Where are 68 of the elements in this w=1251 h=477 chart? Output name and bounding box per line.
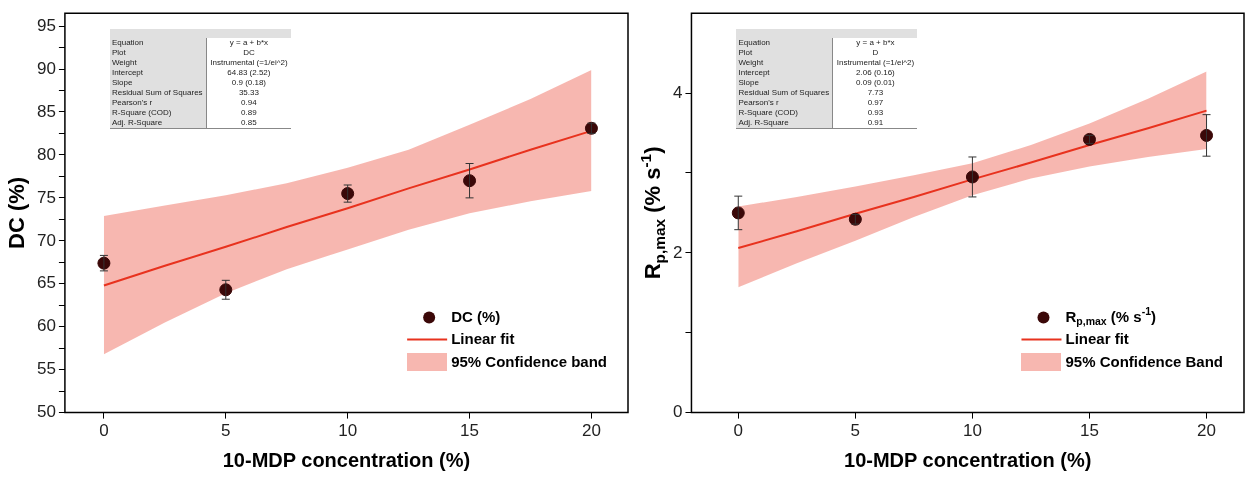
y-tick-label: 80	[36, 144, 56, 164]
annotation: 0.85	[240, 118, 258, 129]
annotation: 0.97	[866, 98, 885, 109]
annotation: R-Square (COD)	[109, 108, 207, 119]
annotation: Plot	[109, 48, 207, 59]
annotation: 35.33	[237, 88, 260, 99]
annotation: Plot	[736, 48, 833, 59]
x-tick-label: 20	[581, 421, 601, 441]
annotation: Residual Sum of Squares	[736, 88, 833, 99]
x-tick-label: 5	[221, 421, 231, 441]
y-tick-label: 50	[36, 402, 56, 422]
annotation: 64.83 (2.52)	[226, 68, 272, 79]
y-tick-label: 2	[672, 242, 683, 262]
x-axis-title: 10-MDP concentration (%)	[844, 448, 1092, 471]
y-tick-label: 65	[36, 273, 56, 293]
annotation: Pearson's r	[109, 98, 207, 109]
annotation: D	[871, 48, 880, 59]
annotation: 0.89	[240, 108, 258, 119]
annotation: Slope	[109, 78, 207, 89]
y-tick-label: 95	[36, 15, 56, 35]
annotation: DC	[242, 48, 256, 59]
annotation: y = a + b*x	[832, 33, 918, 49]
x-tick-label: 10	[962, 421, 982, 441]
annotation: Pearson's r	[736, 98, 833, 109]
annotation: Equation	[109, 33, 207, 49]
y-tick-label: 55	[36, 359, 56, 379]
y-tick-label: 85	[36, 101, 56, 121]
x-tick-label: 10	[338, 421, 358, 441]
legend-label: Linear fit	[451, 329, 515, 347]
x-tick-label: 0	[99, 421, 109, 441]
y-axis-title: DC (%)	[4, 176, 30, 249]
y-tick-label: 60	[36, 316, 56, 336]
annotation: Instrumental (=1/ei^2)	[835, 58, 916, 69]
x-tick-label: 20	[1197, 421, 1216, 441]
x-tick-label: 0	[733, 421, 744, 441]
annotation: R-Square (COD)	[736, 108, 833, 119]
x-tick-label: 15	[460, 421, 480, 441]
annotation: 0.91	[866, 118, 885, 129]
y-axis-title: Rp,max (% s-1)	[636, 146, 668, 280]
x-tick-label: 5	[850, 421, 861, 441]
annotation: Intercept	[736, 68, 833, 79]
annotation: Instrumental (=1/ei^2)	[209, 58, 289, 69]
annotation: Adj. R-Square	[736, 118, 833, 129]
annotation: Slope	[736, 78, 833, 89]
x-axis-title: 10-MDP concentration (%)	[222, 448, 471, 471]
annotation: Weight	[736, 58, 833, 69]
x-tick-label: 15	[1080, 421, 1099, 441]
annotation: 95% Confidence Band	[1065, 353, 1223, 371]
annotation: 0.09 (0.01)	[855, 78, 896, 89]
annotation: Intercept	[109, 68, 207, 79]
legend-label: Linear fit	[1065, 329, 1129, 347]
annotation: 0.9 (0.18)	[230, 78, 268, 89]
annotation: 2.06 (0.16)	[855, 68, 896, 79]
annotation: Adj. R-Square	[109, 118, 207, 129]
annotation: Weight	[109, 58, 207, 69]
annotation: 0.94	[240, 98, 258, 109]
annotation: Equation	[736, 33, 833, 49]
y-tick-label: 75	[36, 187, 56, 207]
annotation: 0.93	[866, 108, 885, 119]
annotation: 95% Confidence band	[451, 353, 607, 371]
y-tick-label: 70	[36, 230, 56, 250]
y-tick-label: 0	[672, 402, 683, 422]
y-tick-label: 90	[36, 58, 56, 78]
annotation: Residual Sum of Squares	[109, 88, 207, 99]
y-tick-label: 4	[672, 82, 683, 102]
annotation: 7.73	[866, 88, 885, 99]
annotation: y = a + b*x	[206, 33, 291, 49]
legend-label: DC (%)	[451, 307, 501, 325]
